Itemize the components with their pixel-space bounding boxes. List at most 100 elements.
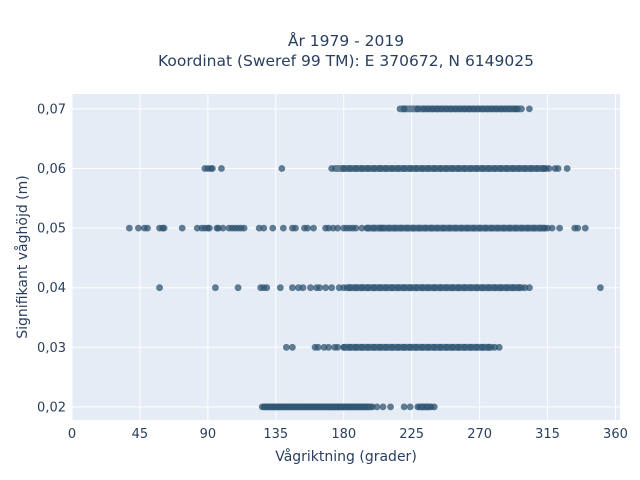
data-point-3-20 — [364, 284, 372, 292]
data-point-4-1 — [289, 343, 296, 351]
x-axis-title: Vågriktning (grader) — [275, 448, 417, 465]
data-point-1-32 — [491, 165, 499, 172]
data-point-1-39 — [533, 165, 541, 172]
data-point-2-53 — [433, 224, 441, 232]
x-tick-label-1: 45 — [132, 427, 149, 442]
data-point-1-44 — [554, 165, 562, 172]
data-point-3-18 — [352, 284, 360, 292]
data-point-3-32 — [436, 284, 444, 292]
data-point-2-41 — [364, 224, 372, 232]
data-point-1-18 — [406, 165, 414, 172]
data-point-4-7 — [334, 343, 342, 351]
data-point-1-3 — [208, 165, 216, 172]
data-point-3-14 — [328, 284, 336, 292]
data-point-2-61 — [482, 224, 490, 232]
data-point-1-7 — [340, 165, 348, 172]
data-point-3-42 — [497, 284, 505, 292]
data-point-3-40 — [485, 284, 493, 292]
data-point-4-10 — [352, 343, 360, 351]
data-point-1-35 — [509, 165, 517, 172]
data-point-3-21 — [370, 284, 378, 292]
data-point-1-10 — [358, 165, 366, 172]
data-point-1-34 — [503, 165, 511, 172]
data-point-2-15 — [219, 224, 227, 232]
x-axis-tick-labels: 0 45 90 135 180 225 270 315 360 — [68, 427, 628, 442]
y-tick-label-0: 0,02 — [37, 400, 66, 415]
data-points — [125, 105, 604, 411]
x-tick-label-4: 180 — [331, 427, 356, 442]
data-point-3-44 — [509, 284, 517, 292]
data-point-2-51 — [421, 224, 429, 232]
data-point-4-9 — [346, 343, 354, 351]
data-point-3-9 — [299, 284, 307, 292]
data-point-4-28 — [461, 343, 468, 351]
x-tick-label-7: 315 — [535, 427, 560, 442]
x-tick-label-0: 0 — [68, 427, 76, 442]
data-point-2-52 — [427, 224, 435, 232]
data-point-2-47 — [397, 224, 405, 232]
data-point-1-16 — [394, 165, 402, 172]
data-point-2-46 — [391, 224, 399, 232]
data-point-3-26 — [400, 284, 408, 292]
y-axis-tick-labels: 0,02 0,03 0,04 0,05 0,06 0,07 — [37, 102, 66, 415]
data-point-2-66 — [512, 224, 520, 232]
data-point-2-55 — [446, 224, 453, 232]
data-point-4-34 — [495, 343, 503, 351]
data-point-3-6 — [276, 284, 284, 292]
data-point-1-21 — [424, 165, 432, 172]
data-point-3-0 — [156, 284, 163, 292]
data-point-2-3 — [144, 224, 151, 232]
data-point-1-38 — [527, 165, 535, 172]
data-point-2-39 — [352, 224, 360, 232]
data-point-2-23 — [260, 224, 268, 232]
data-point-2-64 — [500, 224, 508, 232]
data-point-2-30 — [310, 224, 317, 232]
data-point-2-40 — [358, 224, 366, 232]
data-point-2-21 — [240, 224, 248, 232]
data-point-3-28 — [412, 284, 420, 292]
data-point-1-31 — [485, 165, 493, 172]
data-point-3-22 — [376, 284, 384, 292]
data-point-1-27 — [461, 165, 468, 172]
data-point-2-59 — [470, 224, 477, 232]
data-point-4-22 — [424, 343, 432, 351]
data-point-3-17 — [346, 284, 354, 292]
data-point-3-48 — [596, 284, 604, 292]
data-point-4-3 — [314, 343, 322, 351]
data-point-2-77 — [581, 224, 589, 232]
data-point-3-24 — [388, 284, 396, 292]
data-point-2-68 — [524, 224, 532, 232]
y-tick-label-2: 0,04 — [37, 281, 66, 296]
data-point-2-56 — [452, 224, 459, 232]
data-point-1-45 — [563, 165, 571, 172]
data-point-4-30 — [473, 343, 480, 351]
data-point-5-46 — [430, 403, 438, 411]
data-point-1-30 — [479, 165, 487, 172]
data-point-4-5 — [325, 343, 333, 351]
data-point-3-34 — [449, 284, 456, 292]
data-point-4-23 — [430, 343, 438, 351]
data-point-1-25 — [449, 165, 456, 172]
data-point-1-5 — [278, 165, 286, 172]
data-point-1-4 — [218, 165, 225, 172]
data-point-4-17 — [394, 343, 402, 351]
data-point-3-5 — [263, 284, 271, 292]
data-point-2-25 — [279, 224, 287, 232]
data-point-4-11 — [358, 343, 366, 351]
data-point-2-57 — [458, 224, 465, 232]
data-point-4-24 — [436, 343, 444, 351]
data-point-4-19 — [406, 343, 414, 351]
data-point-3-47 — [526, 284, 533, 292]
data-point-0-24 — [526, 105, 533, 113]
data-point-1-24 — [442, 165, 450, 172]
y-tick-label-3: 0,05 — [37, 222, 66, 237]
data-point-3-29 — [418, 284, 426, 292]
data-point-2-34 — [334, 224, 342, 232]
data-point-1-42 — [545, 165, 553, 172]
data-point-2-48 — [403, 224, 411, 232]
data-point-0-1 — [414, 105, 422, 113]
x-tick-label-8: 360 — [603, 427, 628, 442]
x-tick-label-5: 225 — [399, 427, 424, 442]
data-point-4-8 — [340, 343, 348, 351]
data-point-3-2 — [234, 284, 242, 292]
